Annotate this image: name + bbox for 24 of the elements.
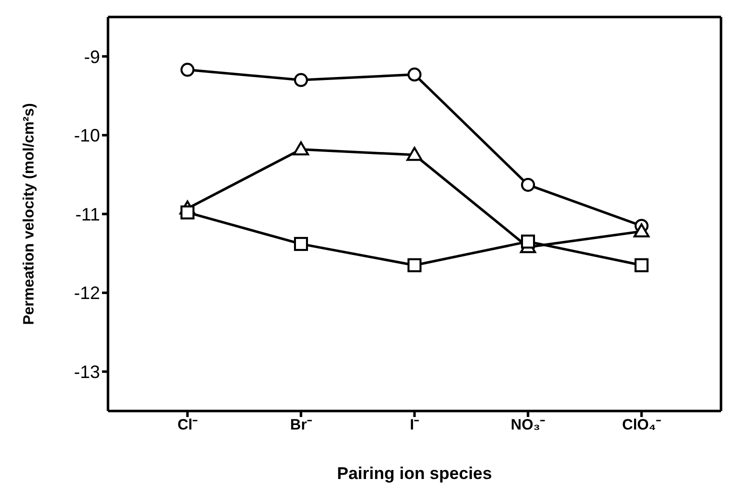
point [408,258,422,272]
x-tick-label: ClO₄⁻ [622,416,661,434]
y-tick-label: -12 [74,283,100,304]
point [294,236,308,251]
x-tick-label: Cl⁻ [177,416,198,434]
x-tick-label: Br⁻ [290,416,312,434]
point [634,223,650,238]
y-axis-title: Permeation velocity (mol/cm²s) [20,103,38,325]
point [292,141,309,156]
y-tick-label: -11 [75,204,100,224]
x-tick-label: I⁻ [410,416,420,434]
point [634,258,649,272]
x-tick-label: NO₃⁻ [510,416,546,434]
point [408,68,422,82]
point [180,205,194,220]
y-tick-label: -13 [74,362,100,382]
point [406,146,422,161]
point [521,234,536,249]
point [180,62,194,77]
x-axis-title: Pairing ion species [337,464,492,483]
point [521,178,536,192]
point [294,73,308,88]
y-tick-label: -10 [74,126,100,146]
y-tick-label: -9 [84,46,100,67]
